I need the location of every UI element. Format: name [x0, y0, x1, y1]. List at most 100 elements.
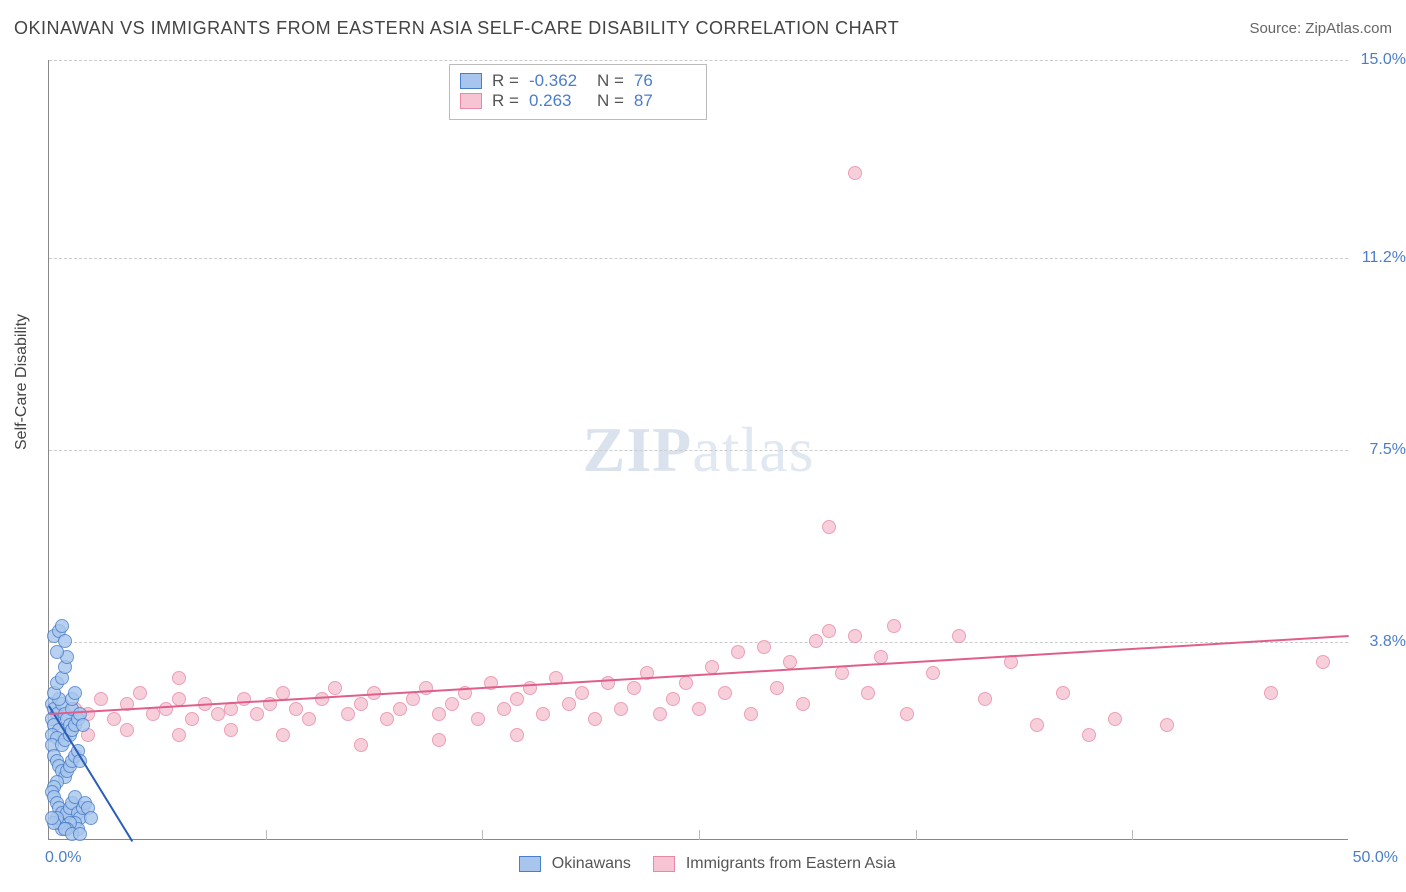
gridline-vertical	[1132, 830, 1133, 840]
r-label: R =	[492, 91, 519, 111]
data-point-immigrants	[692, 702, 706, 716]
y-axis-label: Self-Care Disability	[13, 314, 31, 450]
data-point-immigrants	[666, 692, 680, 706]
data-point-immigrants	[94, 692, 108, 706]
data-point-okinawans	[58, 634, 72, 648]
data-point-immigrants	[900, 707, 914, 721]
data-point-immigrants	[510, 728, 524, 742]
data-point-immigrants	[588, 712, 602, 726]
data-point-immigrants	[380, 712, 394, 726]
data-point-immigrants	[653, 707, 667, 721]
data-point-immigrants	[926, 666, 940, 680]
swatch-immigrants	[460, 93, 482, 109]
data-point-immigrants	[172, 728, 186, 742]
legend-label-immigrants: Immigrants from Eastern Asia	[686, 855, 896, 872]
data-point-immigrants	[562, 697, 576, 711]
gridline-vertical	[266, 830, 267, 840]
gridline-horizontal	[49, 60, 1348, 61]
data-point-immigrants	[406, 692, 420, 706]
data-point-immigrants	[185, 712, 199, 726]
data-point-immigrants	[848, 629, 862, 643]
data-point-immigrants	[1264, 686, 1278, 700]
data-point-immigrants	[952, 629, 966, 643]
data-point-immigrants	[250, 707, 264, 721]
gridline-horizontal	[49, 642, 1348, 643]
y-tick-label: 3.8%	[1354, 633, 1406, 651]
data-point-immigrants	[419, 681, 433, 695]
data-point-immigrants	[887, 619, 901, 633]
data-point-immigrants	[1108, 712, 1122, 726]
n-label: N =	[597, 71, 624, 91]
data-point-immigrants	[510, 692, 524, 706]
data-point-immigrants	[224, 723, 238, 737]
data-point-immigrants	[614, 702, 628, 716]
data-point-immigrants	[497, 702, 511, 716]
data-point-immigrants	[796, 697, 810, 711]
data-point-immigrants	[809, 634, 823, 648]
data-point-immigrants	[627, 681, 641, 695]
data-point-immigrants	[757, 640, 771, 654]
data-point-immigrants	[354, 738, 368, 752]
data-point-immigrants	[302, 712, 316, 726]
legend-label-okinawans: Okinawans	[552, 855, 631, 872]
data-point-immigrants	[146, 707, 160, 721]
data-point-immigrants	[679, 676, 693, 690]
gridline-vertical	[699, 830, 700, 840]
data-point-immigrants	[575, 686, 589, 700]
data-point-okinawans	[73, 827, 87, 841]
chart-plot-area: ZIPatlas R = -0.362 N = 76 R = 0.263 N =…	[48, 60, 1348, 840]
data-point-immigrants	[1056, 686, 1070, 700]
data-point-okinawans	[55, 619, 69, 633]
data-point-immigrants	[822, 624, 836, 638]
legend-row-immigrants: R = 0.263 N = 87	[460, 91, 692, 111]
correlation-legend: R = -0.362 N = 76 R = 0.263 N = 87	[449, 64, 707, 120]
data-point-okinawans	[76, 718, 90, 732]
r-value-okinawans: -0.362	[529, 71, 587, 91]
data-point-immigrants	[341, 707, 355, 721]
data-point-immigrants	[172, 671, 186, 685]
data-point-immigrants	[1160, 718, 1174, 732]
data-point-okinawans	[84, 811, 98, 825]
swatch-okinawans	[460, 73, 482, 89]
data-point-immigrants	[276, 728, 290, 742]
data-point-immigrants	[289, 702, 303, 716]
data-point-immigrants	[133, 686, 147, 700]
data-point-okinawans	[45, 811, 59, 825]
data-point-immigrants	[393, 702, 407, 716]
chart-title: OKINAWAN VS IMMIGRANTS FROM EASTERN ASIA…	[14, 18, 899, 39]
data-point-immigrants	[445, 697, 459, 711]
data-point-immigrants	[978, 692, 992, 706]
data-point-immigrants	[159, 702, 173, 716]
n-value-okinawans: 76	[634, 71, 692, 91]
data-point-immigrants	[172, 692, 186, 706]
y-tick-label: 7.5%	[1354, 441, 1406, 459]
data-point-immigrants	[718, 686, 732, 700]
data-point-immigrants	[848, 166, 862, 180]
data-point-immigrants	[471, 712, 485, 726]
y-tick-label: 11.2%	[1354, 249, 1406, 267]
data-point-immigrants	[107, 712, 121, 726]
data-point-immigrants	[783, 655, 797, 669]
r-label: R =	[492, 71, 519, 91]
r-value-immigrants: 0.263	[529, 91, 587, 111]
series-legend: Okinawans Immigrants from Eastern Asia	[49, 855, 1348, 873]
gridline-horizontal	[49, 450, 1348, 451]
data-point-okinawans	[68, 686, 82, 700]
legend-swatch-okinawans	[519, 856, 541, 872]
source-attribution: Source: ZipAtlas.com	[1249, 20, 1392, 37]
gridline-vertical	[482, 830, 483, 840]
gridline-vertical	[916, 830, 917, 840]
data-point-immigrants	[432, 733, 446, 747]
data-point-immigrants	[1316, 655, 1330, 669]
y-tick-label: 15.0%	[1354, 51, 1406, 69]
data-point-immigrants	[744, 707, 758, 721]
x-axis-max-label: 50.0%	[1353, 849, 1398, 867]
data-point-immigrants	[822, 520, 836, 534]
data-point-immigrants	[601, 676, 615, 690]
data-point-immigrants	[328, 681, 342, 695]
header-bar: OKINAWAN VS IMMIGRANTS FROM EASTERN ASIA…	[14, 18, 1392, 39]
data-point-immigrants	[354, 697, 368, 711]
data-point-immigrants	[861, 686, 875, 700]
data-point-immigrants	[1030, 718, 1044, 732]
data-point-immigrants	[120, 723, 134, 737]
